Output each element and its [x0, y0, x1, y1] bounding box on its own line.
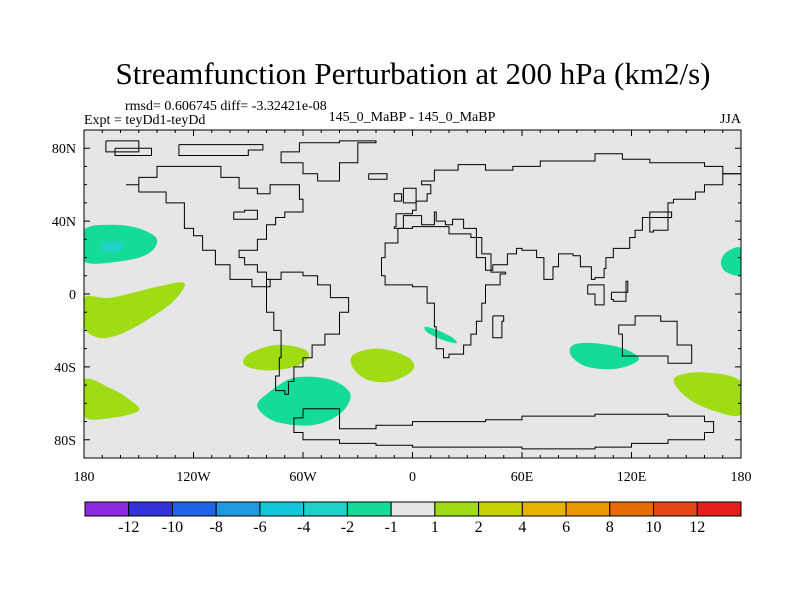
anomaly-region [84, 282, 185, 339]
coastline [610, 280, 629, 302]
coastline [178, 144, 264, 156]
colorbar-swatch [128, 501, 173, 517]
anomaly-region [673, 372, 741, 417]
coastline [266, 271, 350, 395]
coastline [368, 173, 388, 180]
map-background [84, 130, 741, 458]
colorbar-label: 2 [475, 519, 483, 536]
colorbar-swatch [259, 501, 305, 517]
colorbar-swatch [346, 501, 392, 517]
colorbar-swatch [215, 501, 261, 517]
coastline [618, 315, 693, 364]
coastline [492, 315, 505, 339]
coastline [381, 226, 507, 359]
map-axes: 180 120W 60W 0 60E 120E 180 80N 40N 0 40S 80S [52, 130, 752, 485]
colorbar-label: -8 [210, 519, 223, 536]
x-tick-label: 120W [176, 470, 211, 485]
y-tick-label: 40S [54, 361, 76, 376]
colorbar-swatch [84, 501, 130, 517]
chart-title: Streamfunction Perturbation at 200 hPa (… [116, 56, 711, 91]
colorbar-label: 8 [606, 519, 614, 536]
comparison-label: 145_0_MaBP - 145_0_MaBP [329, 110, 496, 125]
coastline [587, 284, 605, 306]
anomaly-region [720, 247, 741, 276]
x-tick-label: 180 [731, 470, 752, 485]
season-label: JJA [720, 112, 742, 127]
coastline [402, 187, 417, 204]
colorbar-label: -4 [297, 519, 310, 536]
colorbar-label: -6 [253, 519, 266, 536]
x-tick-label: 180 [74, 470, 95, 485]
colorbar-swatch [303, 501, 348, 517]
coastline [233, 209, 258, 220]
coastline [126, 165, 304, 288]
anomaly-regions [84, 224, 741, 426]
colorbar-label: 1 [431, 519, 439, 536]
colorbar-swatch [171, 501, 217, 517]
colorbar-swatch [696, 501, 742, 517]
colorbar-label: -1 [384, 519, 397, 536]
colorbar-swatch [609, 501, 655, 517]
y-tick-label: 80S [54, 434, 76, 449]
anomaly-region [424, 326, 457, 344]
y-tick-label: 80N [52, 142, 76, 157]
anomaly-region [84, 378, 140, 420]
colorbar-swatch [478, 501, 523, 517]
colorbar-swatch [390, 501, 436, 517]
x-tick-label: 60E [511, 470, 534, 485]
colorbar-label: 10 [646, 519, 662, 536]
colorbar-label: 12 [689, 519, 705, 536]
x-tick-label: 120E [617, 470, 647, 485]
anomaly-region [350, 348, 415, 383]
colorbar: -12 -10 -8 -6 -4 -2 -1 1 2 4 6 8 10 12 [84, 501, 742, 536]
coastline [105, 140, 140, 153]
experiment-label: Expt = teyDd1-teyDd [84, 113, 205, 128]
colorbar-label: -2 [341, 519, 354, 536]
colorbar-swatch [565, 501, 611, 517]
coastline [114, 147, 152, 156]
colorbar-swatch [653, 501, 698, 517]
coastline [393, 173, 741, 280]
anomaly-region [257, 376, 351, 426]
colorbar-label: 6 [562, 519, 570, 536]
x-tick-label: 0 [409, 470, 416, 485]
colorbar-swatch [434, 501, 480, 517]
coastline [293, 408, 715, 450]
coastline [280, 140, 377, 182]
colorbar-swatch [521, 501, 567, 517]
y-tick-label: 0 [69, 288, 76, 303]
y-tick-label: 40N [52, 215, 76, 230]
coastline [393, 193, 403, 202]
x-tick-label: 60W [289, 470, 317, 485]
colorbar-label: 4 [518, 519, 526, 536]
colorbar-label: -12 [118, 519, 139, 536]
anomaly-region [243, 344, 310, 371]
coastline [649, 211, 673, 233]
stats-line: rmsd= 0.606745 diff= -3.32421e-08 [125, 99, 327, 114]
anomaly-region [100, 240, 125, 253]
coastlines [105, 140, 741, 450]
anomaly-region [569, 342, 639, 370]
colorbar-label: -10 [162, 519, 183, 536]
